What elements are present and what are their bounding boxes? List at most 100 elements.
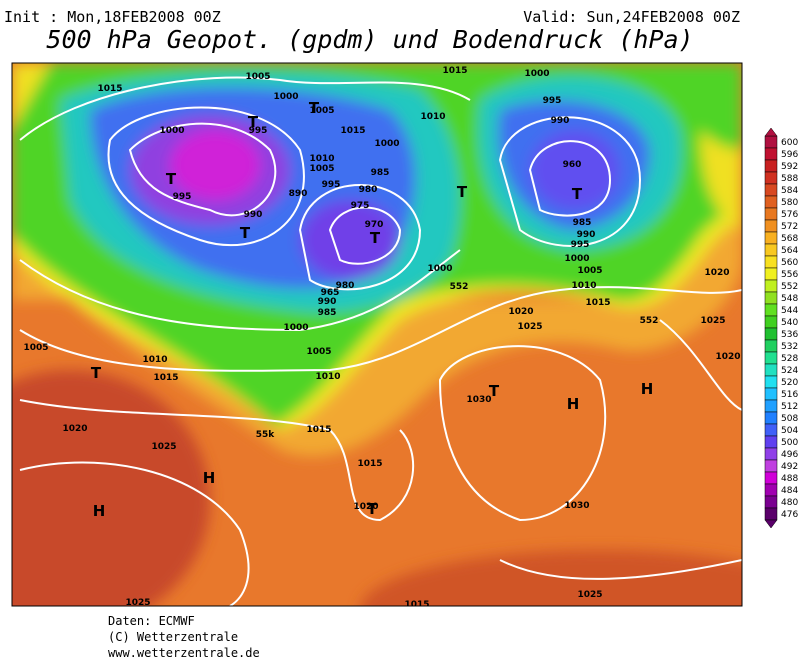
isobar-label: 965 (321, 288, 340, 298)
isobar-label: 995 (543, 96, 562, 106)
colorbar-label: 532 (781, 342, 798, 352)
colorbar-swatch (764, 183, 778, 197)
isobar-label: 1000 (273, 92, 298, 102)
isobar-label: 960 (563, 160, 582, 170)
isobar-label: 1015 (442, 66, 467, 76)
isobar-label: 990 (577, 230, 596, 240)
pressure-center: T (91, 364, 102, 382)
isobar-label: 1010 (315, 372, 340, 382)
isobar-label: 995 (249, 126, 268, 136)
colorbar-swatch (764, 243, 778, 257)
colorbar-label: 592 (781, 162, 798, 172)
isobar-label: 1030 (564, 501, 589, 511)
isobar-label: 1015 (357, 459, 382, 469)
pressure-center: T (370, 229, 381, 247)
isobar-label: 985 (573, 218, 592, 228)
isobar-label: 995 (322, 180, 341, 190)
colorbar-swatch (764, 219, 778, 233)
colorbar-swatch (764, 411, 778, 425)
isobar-label: 990 (244, 210, 263, 220)
isobar-label: 890 (289, 189, 308, 199)
isobar-label: 1020 (508, 307, 533, 317)
colorbar-label: 552 (781, 282, 798, 292)
isobar-label: 1025 (151, 442, 176, 452)
isobar-label: 1010 (571, 281, 596, 291)
colorbar-swatch (764, 267, 778, 281)
colorbar-swatch (764, 387, 778, 401)
colorbar-swatch (764, 447, 778, 461)
pressure-center: H (93, 502, 106, 520)
footer-copyright: (C) Wetterzentrale (108, 630, 238, 644)
isobar-label: 552 (450, 282, 469, 292)
footer-source: Daten: ECMWF (108, 614, 195, 628)
isobar-label: 995 (571, 240, 590, 250)
colorbar-label: 560 (781, 258, 798, 268)
colorbar: 600 596 592 588 584 580 576 572 568 564 560 556 552 5… (764, 127, 798, 529)
pressure-center: T (489, 382, 500, 400)
colorbar-swatch (764, 159, 778, 173)
init-time: Init : Mon,18FEB2008 00Z (4, 8, 221, 26)
map-title: 500 hPa Geopot. (gpdm) und Bodendruck (h… (46, 25, 693, 54)
colorbar-label: 520 (781, 378, 798, 388)
colorbar-label: 600 (781, 138, 798, 148)
colorbar-label: 564 (781, 246, 798, 256)
colorbar-swatch (764, 399, 778, 413)
pressure-center: T (166, 170, 177, 188)
colorbar-label: 504 (781, 426, 798, 436)
pressure-center: T (248, 113, 259, 131)
pressure-center: T (572, 185, 583, 203)
colorbar-label: 480 (781, 498, 798, 508)
colorbar-label: 536 (781, 330, 798, 340)
pressure-center: H (203, 469, 216, 487)
colorbar-label: 576 (781, 210, 798, 220)
isobar-label: 1020 (715, 352, 740, 362)
colorbar-swatch (764, 291, 778, 305)
colorbar-swatch (764, 363, 778, 377)
colorbar-swatch (764, 375, 778, 389)
isobar-label: 990 (318, 297, 337, 307)
pressure-center: H (641, 380, 654, 398)
isobar-label: 552 (640, 316, 659, 326)
isobar-label: 1020 (353, 502, 378, 512)
colorbar-swatch (764, 315, 778, 329)
colorbar-swatch (764, 279, 778, 293)
isobar-label: 980 (359, 185, 378, 195)
map-frame (11, 62, 743, 607)
isobar-label: 1030 (466, 395, 491, 405)
isobar-label: 1005 (577, 266, 602, 276)
isobars (19, 76, 742, 606)
isobar-label: 1020 (704, 268, 729, 278)
colorbar-swatch (764, 255, 778, 269)
isobar-label: 995 (173, 192, 192, 202)
colorbar-label: 540 (781, 318, 798, 328)
isobar-label: 990 (551, 116, 570, 126)
pressure-center: T (240, 224, 251, 242)
isobar-label: 1000 (374, 139, 399, 149)
colorbar-label: 508 (781, 414, 798, 424)
isobar-label: 1025 (517, 322, 542, 332)
colorbar-label: 524 (781, 366, 798, 376)
isobar-label: 1005 (309, 164, 334, 174)
colorbar-label: 580 (781, 198, 798, 208)
isobar-label: 55k (256, 430, 276, 440)
colorbar-swatch (764, 351, 778, 365)
isobar-label: 970 (365, 220, 384, 230)
colorbar-label: 488 (781, 474, 798, 484)
isobar-label: 1015 (97, 84, 122, 94)
colorbar-swatch (764, 147, 778, 161)
isobar-label: 1000 (427, 264, 452, 274)
colorbar-label: 496 (781, 450, 798, 460)
pressure-center: H (567, 395, 580, 413)
isobar-label: 1020 (62, 424, 87, 434)
colorbar-swatch (764, 231, 778, 245)
valid-time: Valid: Sun,24FEB2008 00Z (523, 8, 740, 26)
colorbar-label: 548 (781, 294, 798, 304)
isobar-label: 1005 (306, 347, 331, 357)
colorbar-swatch (764, 171, 778, 185)
isobar-label: 985 (318, 308, 337, 318)
isobar-label: 985 (371, 168, 390, 178)
colorbar-label: 512 (781, 402, 798, 412)
isobar-label: 1015 (585, 298, 610, 308)
